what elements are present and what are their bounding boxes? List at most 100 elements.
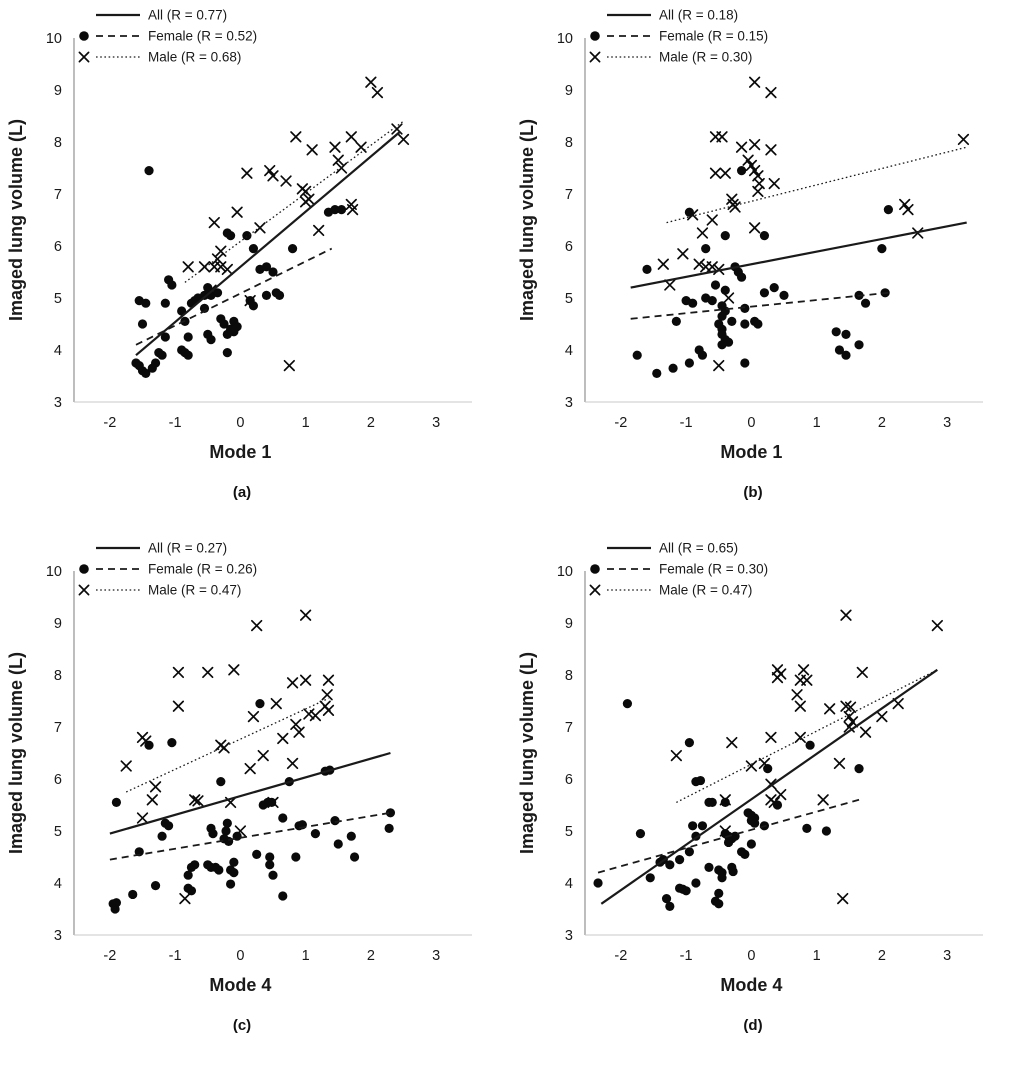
scatter-point-female: [688, 821, 698, 831]
y-tick-label: 3: [54, 928, 62, 944]
legend-label: All (R = 0.65): [659, 541, 738, 556]
legend-label: Male (R = 0.47): [659, 583, 752, 598]
scatter-point-male: [768, 177, 780, 190]
scatter-point-female: [695, 775, 706, 786]
legend-label: Male (R = 0.30): [659, 50, 752, 65]
scatter-point-male: [797, 664, 810, 676]
scatter-point-male: [726, 736, 738, 749]
scatter-point-male: [322, 674, 335, 686]
scatter-point-male: [397, 133, 410, 146]
scatter-point-female: [278, 813, 288, 823]
trendline-female: [135, 247, 333, 346]
scatter-point-male: [748, 222, 761, 234]
scatter-point-female: [831, 327, 841, 337]
scatter-point-female: [779, 290, 789, 300]
scatter-point-female: [134, 847, 144, 857]
x-axis-label: Mode 4: [209, 975, 271, 995]
legend-label: Female (R = 0.26): [148, 562, 257, 577]
scatter-point-male: [228, 664, 240, 676]
scatter-point-female: [346, 831, 356, 841]
legend-label: Male (R = 0.47): [148, 583, 241, 598]
scatter-point-male: [859, 726, 872, 738]
legend-marker-x: [78, 51, 90, 63]
scatter-point-female: [291, 852, 301, 862]
scatter-point-male: [371, 86, 384, 99]
legend-marker-dot: [590, 31, 600, 41]
x-tick-label: 3: [943, 948, 951, 964]
x-tick-label: -2: [103, 415, 116, 431]
subplot-caption-d: (d): [743, 1017, 763, 1034]
scatter-point-male: [267, 796, 279, 809]
subplot-c: 3 4 5 6 7 8 9 10 -2 -1 0 1 2 3 Mode 4 Imaged lung volum…: [0, 533, 511, 1066]
scatter-point-male: [299, 185, 312, 198]
scatter-point-male: [306, 144, 318, 156]
series-male: [120, 609, 335, 905]
scatter-point-female: [661, 894, 672, 904]
scatter-point-female: [160, 332, 170, 342]
scatter-point-male: [345, 131, 357, 143]
y-tick-label: 3: [54, 395, 62, 411]
scatter-point-female: [274, 290, 285, 300]
scatter-point-male: [801, 674, 813, 686]
scatter-point-male: [251, 619, 263, 632]
trendline-all: [630, 221, 967, 289]
scatter-point-female: [206, 335, 216, 345]
scatter-point-female: [111, 797, 122, 807]
scatter-point-female: [697, 350, 708, 360]
y-axis-label: Imaged lung volume (L): [517, 119, 537, 321]
legend-marker-x: [589, 584, 601, 596]
scatter-point-female: [665, 901, 675, 911]
legend-marker-x: [78, 584, 90, 596]
scatter-point-female: [229, 857, 239, 867]
legend-marker-dot: [79, 31, 89, 41]
scatter-point-male: [140, 735, 152, 747]
series-male: [182, 76, 410, 372]
scatter-point-male: [657, 258, 669, 270]
scatter-point-male: [182, 261, 194, 273]
scatter-point-male: [329, 141, 341, 153]
scatter-point-female: [242, 231, 252, 241]
scatter-point-male: [198, 261, 211, 273]
scatter-point-female: [740, 358, 750, 368]
scatter-point-female: [805, 740, 815, 750]
trendline-female: [597, 798, 860, 874]
legend-marker-dot: [590, 564, 600, 574]
scatter-point-female: [141, 368, 151, 378]
y-tick-label: 8: [565, 135, 573, 151]
scatter-point-male: [752, 185, 764, 198]
subplot-b: 3 4 5 6 7 8 9 10 -2 -1 0 1 2 3 Mode 1 Imaged lung volum…: [511, 0, 1022, 533]
scatter-point-female: [384, 823, 394, 833]
scatter-point-male: [719, 167, 731, 179]
scatter-point-female: [723, 837, 734, 848]
scatter-point-female: [225, 231, 236, 241]
subplot-caption-a: (a): [232, 484, 252, 501]
scatter-point-male: [241, 167, 253, 179]
legend-label: Female (R = 0.52): [148, 29, 257, 44]
scatter-point-female: [860, 298, 871, 308]
scatter-point-male: [146, 794, 158, 806]
subplot-caption-c: (c): [232, 1017, 252, 1034]
scatter-point-male: [299, 609, 312, 621]
scatter-point-male: [742, 154, 754, 166]
scatter-point-female: [144, 166, 154, 176]
x-tick-label: 0: [747, 415, 755, 431]
y-tick-label: 6: [54, 239, 62, 255]
scatter-point-female: [229, 868, 239, 878]
scatter-point-female: [635, 829, 646, 839]
scatter-point-female: [684, 738, 694, 748]
scatter-point-male: [277, 732, 289, 745]
scatter-point-male: [844, 701, 857, 713]
y-tick-label: 4: [54, 343, 62, 359]
y-tick-label: 5: [565, 291, 573, 307]
scatter-point-female: [714, 888, 724, 898]
scatter-point-male: [745, 159, 758, 172]
scatter-point-female: [310, 829, 321, 839]
scatter-point-female: [225, 324, 236, 334]
scatter-point-female: [727, 316, 737, 326]
scatter-point-female: [763, 764, 773, 774]
scatter-point-male: [664, 279, 676, 291]
y-tick-label: 6: [565, 239, 573, 255]
subplot-a: 3 4 5 6 7 8 9 10 -2 -1 0 1 2 3 Mode 1 Imaged lung volum…: [0, 0, 511, 533]
scatter-point-male: [687, 209, 699, 221]
